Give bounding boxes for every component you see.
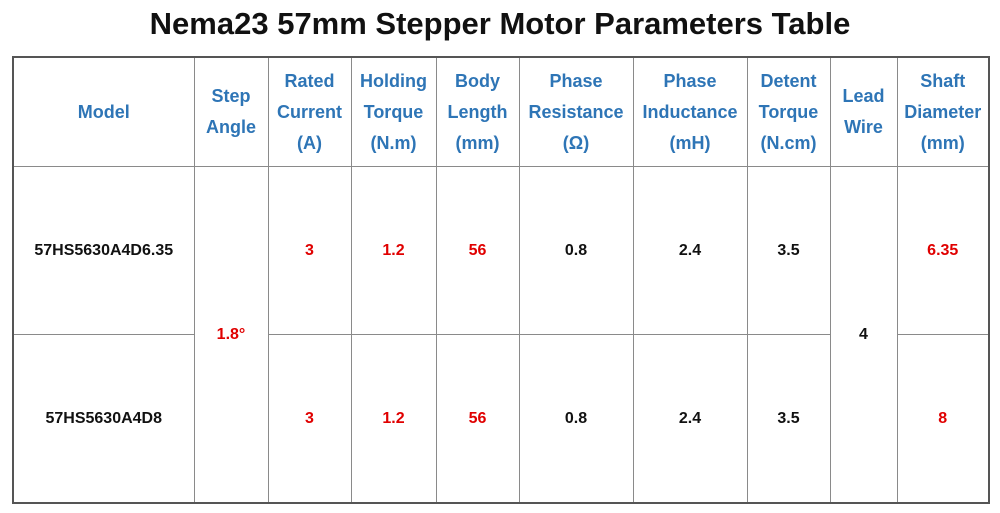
- row: 57HS5630A4D6.35 1.8° 3 1.2 56 0.8 2.4 3.…: [12, 166, 990, 504]
- title: Nema23 57mm Stepper Motor Parameters Tab…: [149, 6, 851, 41]
- column-header: Holding Torque (N.m): [350, 56, 437, 167]
- cell: 6.35: [896, 166, 990, 335]
- header-line: Torque: [758, 101, 819, 122]
- cell: 3.5: [746, 334, 831, 504]
- column-header: Shaft Diameter (mm): [896, 56, 990, 167]
- header-line: Phase: [663, 70, 717, 91]
- header-line: Body: [455, 70, 500, 91]
- cell: 1.2: [350, 334, 437, 504]
- column-header: Step Angle: [193, 56, 269, 167]
- header-line: Inductance: [642, 101, 738, 122]
- header-line: (Ω): [562, 132, 590, 153]
- header-line: (N.m): [370, 132, 417, 153]
- cell: 57HS5630A4D8: [12, 334, 195, 504]
- header-line: Angle: [205, 117, 256, 137]
- cell: 56: [435, 334, 520, 504]
- cell: 0.8: [518, 166, 634, 335]
- cell: 8: [896, 334, 990, 504]
- cell: 3: [267, 334, 352, 504]
- column-header: Rated Current (A): [267, 56, 352, 167]
- header-line: (mH): [669, 132, 711, 153]
- header-line: Step: [211, 86, 251, 106]
- parameters-table: Model Step Angle Rated Current (A) Holding Torq…: [12, 56, 990, 504]
- column-header: Detent Torque (N.cm): [746, 56, 831, 167]
- cell: 3: [267, 166, 352, 335]
- header-line: Holding: [360, 70, 427, 91]
- header-line: Model: [77, 101, 130, 122]
- cell: 57HS5630A4D6.35: [12, 166, 195, 335]
- column-header: Model: [12, 56, 195, 167]
- header-line: Current: [276, 101, 342, 122]
- header-line: Torque: [363, 101, 424, 122]
- header-line: Rated: [284, 70, 335, 91]
- header-line: Phase: [549, 70, 603, 91]
- header-line: Lead: [842, 86, 885, 106]
- header-line: Diameter: [904, 101, 982, 122]
- header-line: Detent: [760, 70, 817, 91]
- cell: 3.5: [746, 166, 831, 335]
- header-line: (mm): [455, 132, 500, 153]
- header-line: (A): [297, 132, 322, 153]
- header-line: (mm): [920, 132, 965, 153]
- cell: 2.4: [632, 334, 748, 504]
- header-line: Shaft: [920, 70, 966, 91]
- cell: 1.2: [350, 166, 437, 335]
- header-line: Wire: [844, 117, 883, 137]
- header-line: Resistance: [528, 101, 624, 122]
- row: 57HS5630A4D8 3 1.2 56 0.8 2.4 3.5 8: [12, 334, 990, 504]
- column-header: Body Length (mm): [435, 56, 520, 167]
- cell: 2.4: [632, 166, 748, 335]
- header-row: Model Step Angle Rated Current (A) Holding Torq…: [12, 56, 990, 167]
- cell: 1.8°: [193, 166, 269, 504]
- header-line: Length: [447, 101, 508, 122]
- column-header: Lead Wire: [829, 56, 898, 167]
- cell: 56: [435, 166, 520, 335]
- column-header: Phase Inductance (mH): [632, 56, 748, 167]
- cell: 0.8: [518, 334, 634, 504]
- column-header: Phase Resistance (Ω): [518, 56, 634, 167]
- cell: 4: [829, 166, 898, 504]
- header-line: (N.cm): [760, 132, 817, 153]
